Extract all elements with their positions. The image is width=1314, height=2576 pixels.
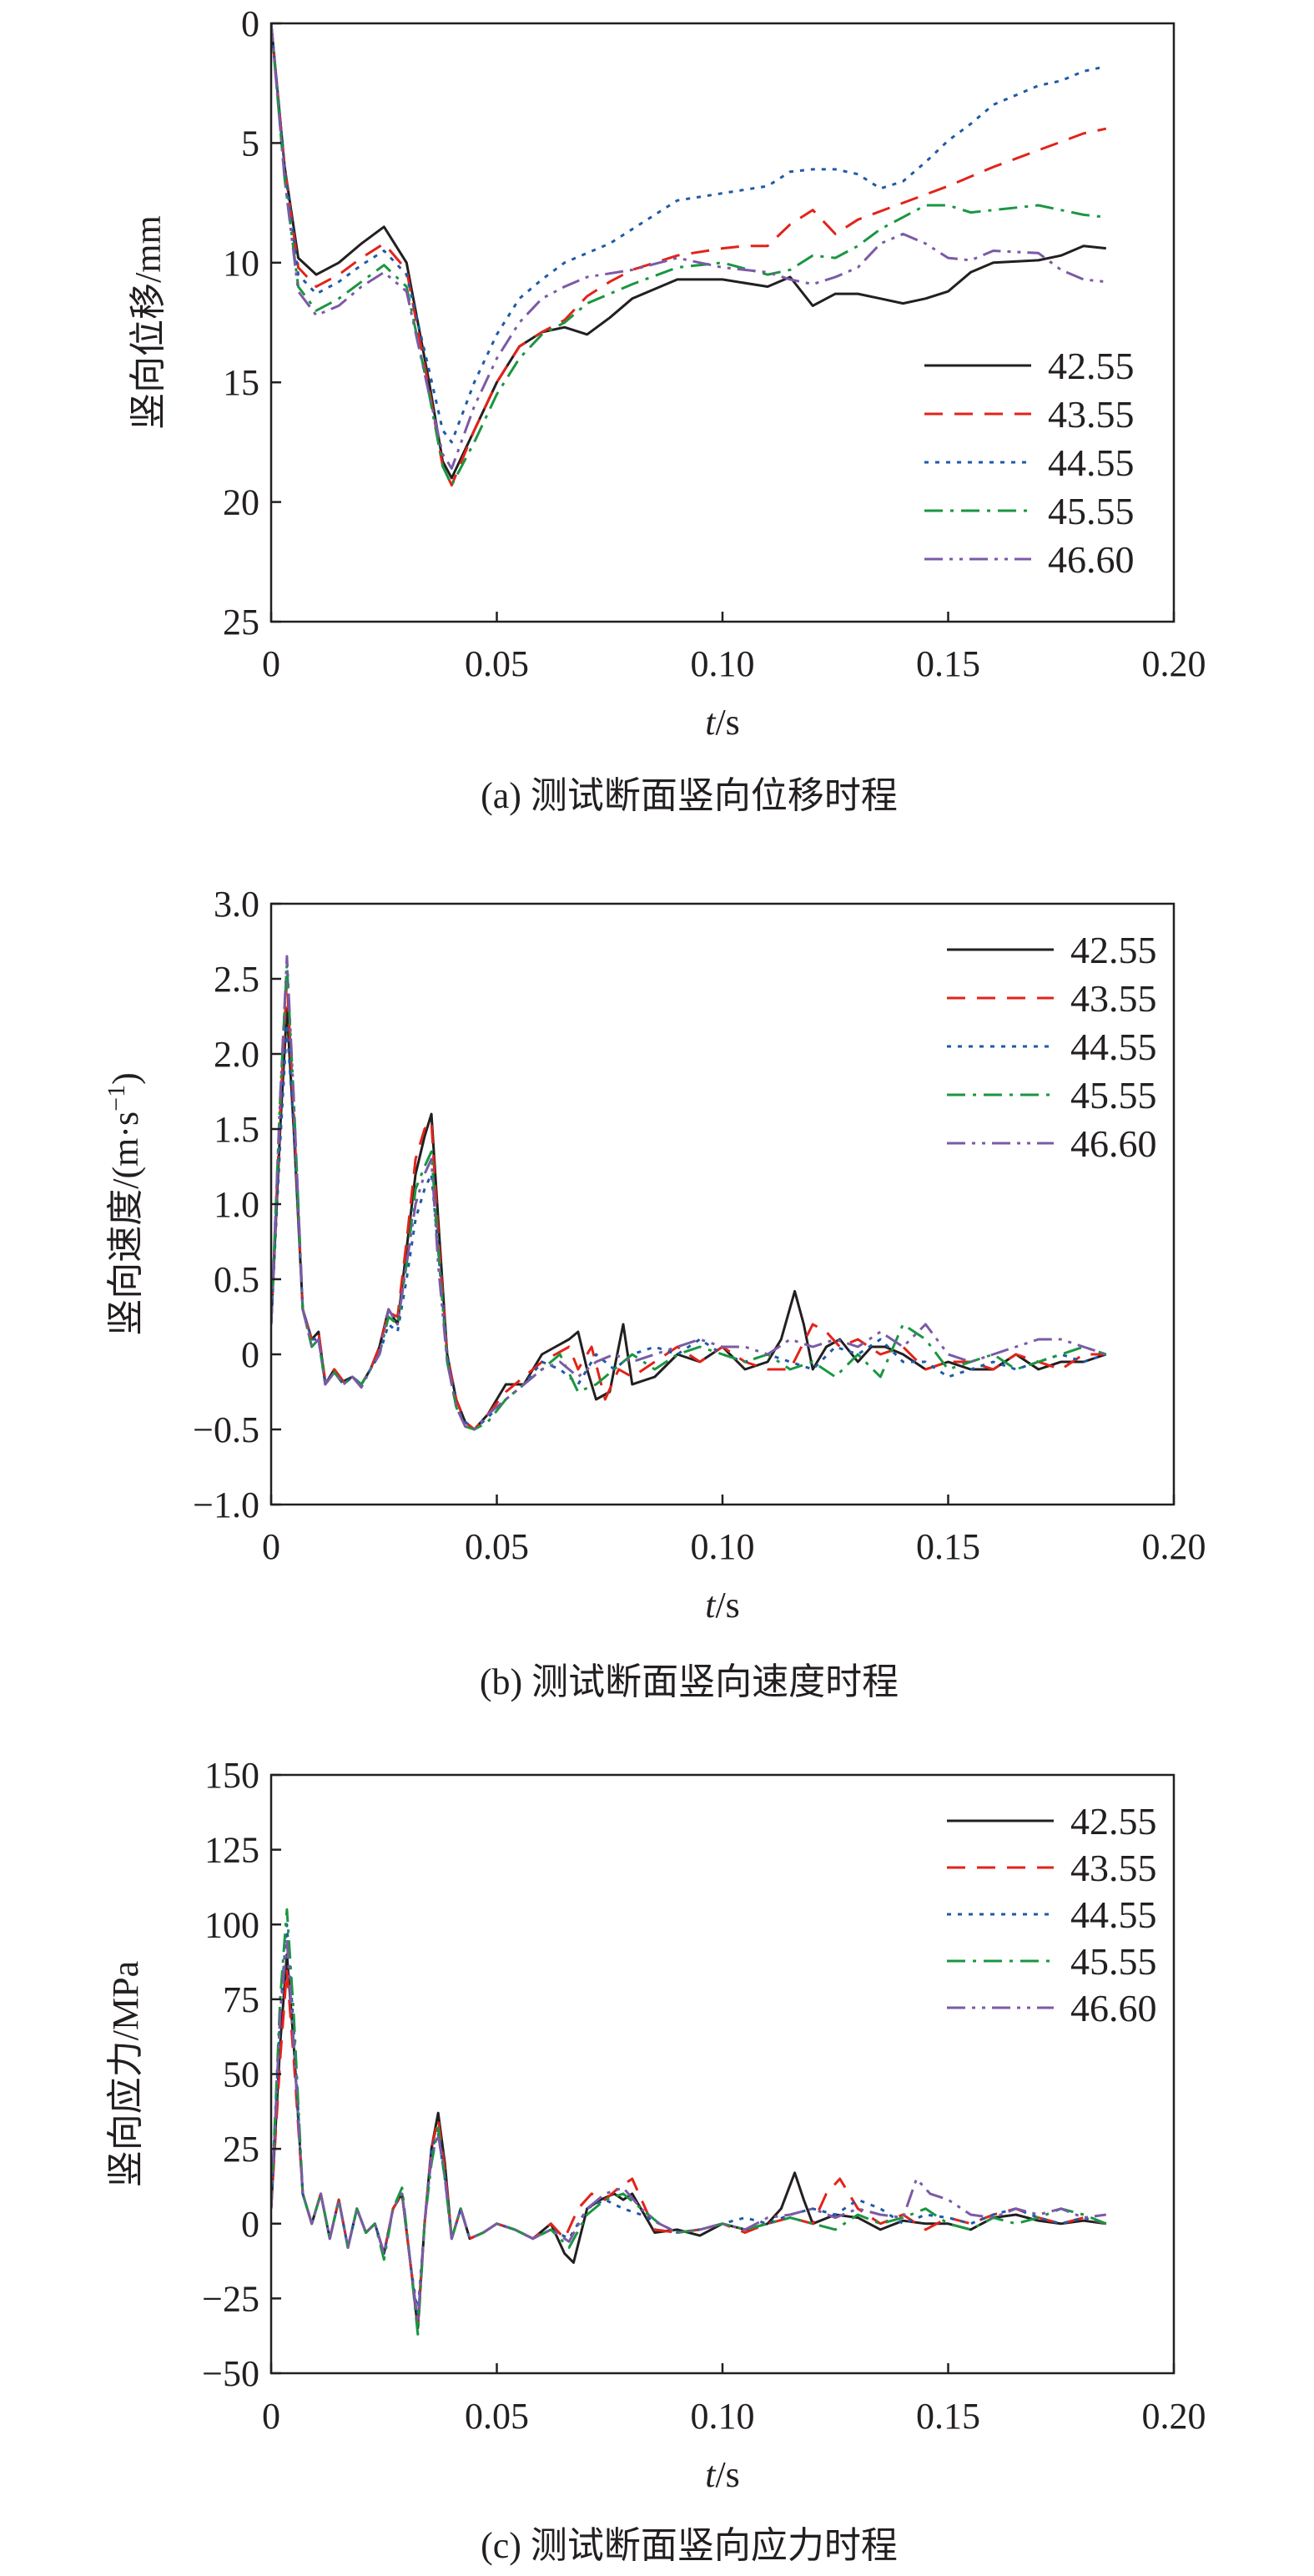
x-tick-label: 0.10 — [691, 2396, 755, 2437]
y-tick-label: −25 — [202, 2278, 259, 2319]
legend-label: 43.55 — [1070, 1847, 1157, 1889]
series-line-45-55 — [271, 1908, 1107, 2336]
figure-caption: (b) 测试断面竖向速度时程 — [480, 1661, 899, 1702]
legend-label: 45.55 — [1070, 1074, 1157, 1117]
legend-label: 45.55 — [1048, 490, 1135, 532]
legend-label: 45.55 — [1070, 1940, 1157, 1983]
x-tick-label: 0.15 — [916, 2396, 980, 2437]
y-tick-label: 100 — [204, 1904, 259, 1945]
series-line-42-55 — [271, 23, 1106, 480]
legend-label: 46.60 — [1070, 1122, 1157, 1165]
panel-a: 0 0.05 0.10 0.15 0.20 0 5 10 15 20 25 t/s 竖向位移/mm 42.… — [128, 3, 1206, 816]
y-tick-label: 0 — [241, 3, 259, 44]
y-tick-label: 0.5 — [214, 1259, 259, 1300]
legend-label: 43.55 — [1048, 393, 1135, 436]
series-line-46-60 — [271, 955, 1107, 1431]
legend: 42.55 43.55 44.55 45.55 46.60 — [947, 929, 1157, 1165]
legend-label: 42.55 — [1048, 345, 1135, 387]
x-tick-label: 0.10 — [691, 1526, 755, 1567]
series-line-46-60 — [271, 23, 1106, 470]
y-tick-label: 125 — [204, 1830, 259, 1871]
y-tick-label: 20 — [223, 482, 259, 523]
plot-frame — [269, 1773, 1176, 2375]
x-tick-label: 0 — [262, 1526, 280, 1567]
legend-label: 46.60 — [1048, 538, 1135, 581]
panel-c: 0 0.05 0.10 0.15 0.20 150 125 100 75 50 25 0 −25 −50 t… — [105, 1755, 1206, 2566]
y-tick-label: 1.0 — [214, 1184, 259, 1225]
y-axis-label: 竖向位移/mm — [128, 215, 169, 430]
legend-label: 43.55 — [1070, 977, 1157, 1020]
x-axis-label: t/s — [705, 702, 740, 743]
series-group — [271, 1908, 1107, 2336]
x-tick-label: 0.10 — [691, 643, 755, 684]
y-tick-label: −1.0 — [193, 1485, 259, 1525]
legend: 42.55 43.55 44.55 45.55 46.60 — [924, 345, 1135, 581]
series-line-44-55 — [271, 1923, 1107, 2315]
y-axis-label: 竖向速度/(m·s−1) — [103, 1072, 147, 1335]
series-line-42-55 — [271, 1953, 1106, 2330]
y-tick-label: 0 — [241, 2204, 259, 2245]
y-tick-label: −50 — [202, 2353, 259, 2394]
y-tick-label: 3.0 — [214, 884, 259, 925]
x-tick-label: 0.20 — [1142, 643, 1206, 684]
figure-caption: (a) 测试断面竖向位移时程 — [481, 775, 898, 816]
x-tick-label: 0.05 — [465, 2396, 529, 2437]
panel-b: 0 0.05 0.10 0.15 0.20 3.0 2.5 2.0 1.5 1.0 0.5 0 −0.5… — [103, 884, 1206, 1702]
y-tick-label: 50 — [223, 2054, 259, 2095]
series-line-44-55 — [271, 23, 1107, 444]
y-tick-label: 2.0 — [214, 1034, 259, 1075]
y-tick-label: 10 — [223, 243, 259, 284]
x-tick-label: 0 — [262, 643, 280, 684]
x-tick-label: 0.15 — [916, 643, 980, 684]
x-tick-label: 0.20 — [1142, 1526, 1206, 1567]
legend-label: 42.55 — [1070, 929, 1157, 971]
series-group — [271, 955, 1107, 1431]
plot-frame — [269, 22, 1176, 623]
series-line-45-55 — [271, 962, 1107, 1431]
x-tick-label: 0.05 — [465, 1526, 529, 1567]
y-tick-label: 150 — [204, 1755, 259, 1796]
series-line-43-55 — [271, 23, 1107, 486]
x-tick-label: 0.15 — [916, 1526, 980, 1567]
x-tick-label: 0 — [262, 2396, 280, 2437]
plot-frame — [269, 902, 1176, 1506]
legend-label: 44.55 — [1048, 441, 1135, 484]
y-tick-label: 75 — [223, 1979, 259, 2020]
legend-label: 44.55 — [1070, 1893, 1157, 1936]
y-tick-label: −0.5 — [193, 1409, 259, 1450]
y-tick-label: 2.5 — [214, 959, 259, 1000]
x-tick-label: 0.05 — [465, 643, 529, 684]
x-axis-label: t/s — [705, 1585, 740, 1626]
y-tick-label: 5 — [241, 123, 259, 164]
series-group — [271, 23, 1107, 486]
y-axis-label: 竖向应力/MPa — [105, 1961, 146, 2187]
x-axis-label: t/s — [705, 2454, 740, 2495]
y-tick-label: 15 — [223, 362, 259, 403]
legend-label: 44.55 — [1070, 1026, 1157, 1068]
legend-label: 42.55 — [1070, 1800, 1157, 1843]
figure-caption: (c) 测试断面竖向应力时程 — [481, 2525, 898, 2566]
y-tick-label: 25 — [223, 2129, 259, 2170]
y-tick-label: 0 — [241, 1334, 259, 1375]
series-line-43-55 — [271, 1968, 1107, 2324]
x-tick-label: 0.20 — [1142, 2396, 1206, 2437]
y-tick-label: 25 — [223, 602, 259, 643]
legend-label: 46.60 — [1070, 1987, 1157, 2029]
y-tick-label: 1.5 — [214, 1109, 259, 1150]
series-line-46-60 — [271, 1938, 1106, 2324]
series-line-45-55 — [271, 23, 1106, 486]
